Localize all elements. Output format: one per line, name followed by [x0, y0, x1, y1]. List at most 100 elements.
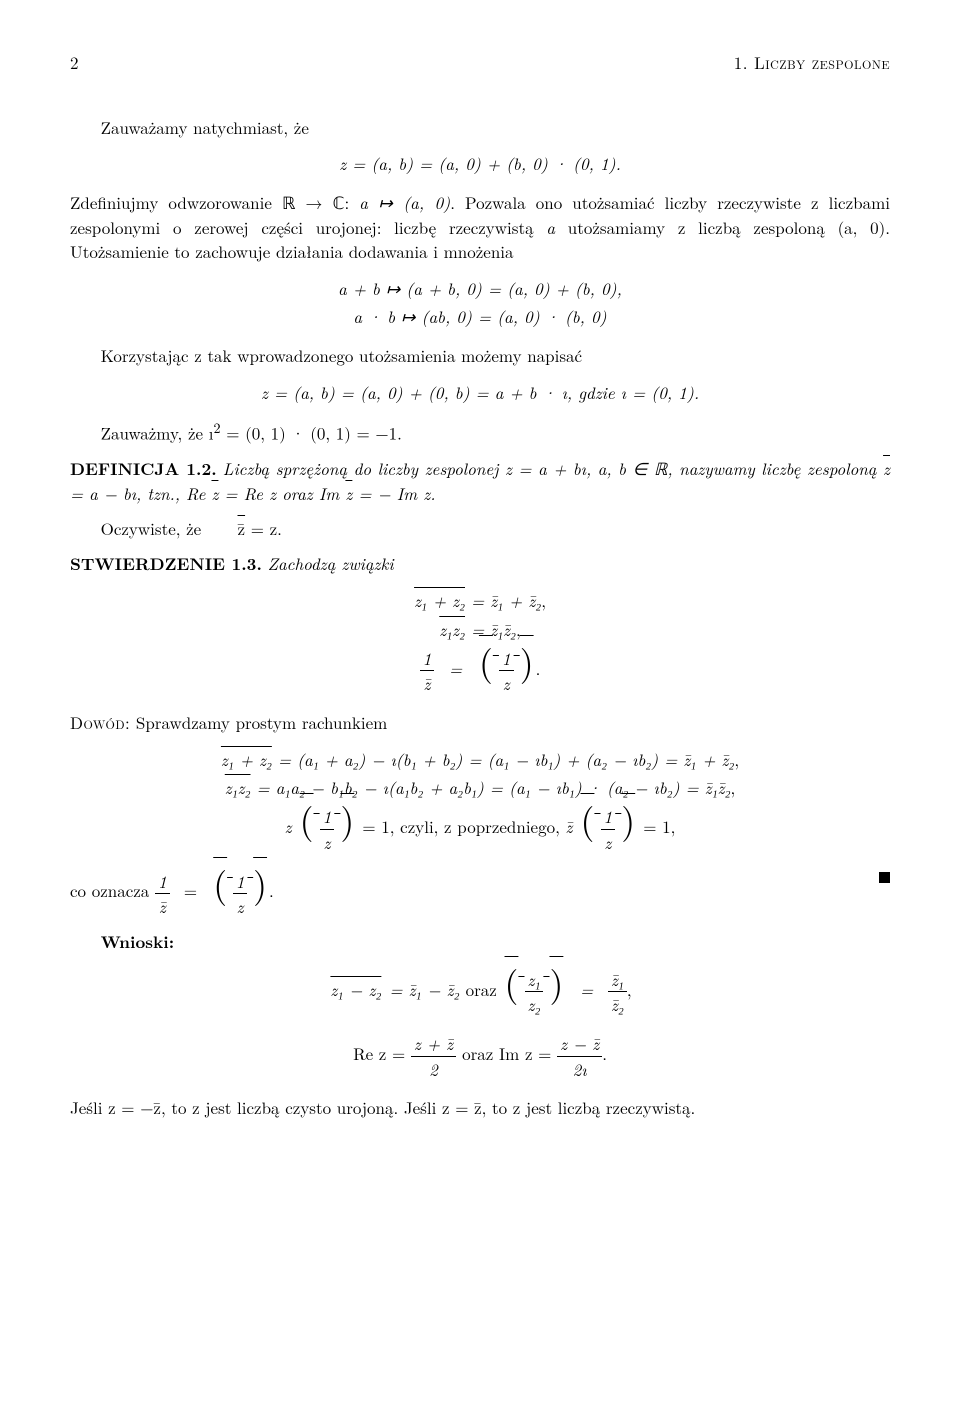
r1: z̄₁ — [683, 747, 696, 771]
mid: = (a₁ + a₂) − ı(b₁ + b₂) = (a₁ − ıb₁) + … — [272, 747, 684, 771]
num: z + z̄ — [411, 1031, 456, 1056]
dowod-text: Sprawdzamy prostym rachunkiem — [130, 710, 387, 734]
eq-1: z = (a, b) = (a, 0) + (b, 0) · (0, 1). — [70, 151, 890, 176]
def-text-a: Liczbą sprzężoną do liczby zespolonej z … — [223, 456, 883, 480]
r1: z̄₁ — [705, 775, 718, 799]
final-para: Jeśli z = −z̄, to z jest liczbą czysto u… — [70, 1095, 890, 1120]
zbar: z — [883, 456, 890, 481]
def-text-b: = a − bı, tzn., Re — [70, 481, 211, 505]
num: z − z̄ — [557, 1031, 602, 1056]
para-5: Oczywiste, że z̄ = z. — [70, 516, 890, 541]
eq-2: a + b ↦ (a + b, 0) = (a, 0) + (b, 0), a … — [70, 276, 890, 329]
lhs: z₁z₂ — [225, 775, 251, 800]
proof-head: Dowód: Sprawdzamy prostym rachunkiem — [70, 710, 890, 735]
wnioski-label: Wnioski: — [70, 929, 890, 955]
page-number: 2 — [70, 50, 79, 75]
text: Zdefiniujmy odwzorowanie ℝ → ℂ: — [70, 190, 359, 214]
r1: z̄₁ — [490, 588, 503, 612]
num: 1 — [320, 804, 335, 829]
text: = (0, 1) · (0, 1) = −1. — [221, 421, 402, 445]
final-text: Jeśli z = −z̄, to z jest liczbą czysto u… — [70, 1095, 695, 1119]
comma: , — [734, 747, 739, 771]
den: z — [601, 829, 616, 855]
text: Oczywiste, że — [101, 516, 207, 540]
para-3: Korzystając z tak wprowadzonego utożsami… — [70, 343, 890, 368]
text: Zauważmy, że ı — [101, 421, 214, 445]
eq-2a: a + b ↦ (a + b, 0) = (a, 0) + (b, 0), — [70, 276, 890, 301]
den: z — [320, 829, 335, 855]
var-a: a — [546, 215, 555, 239]
wnioski-eq2: Re z = z + z̄2 oraz Im z = z − z̄2ı. — [70, 1031, 890, 1081]
end: = 1, — [643, 814, 675, 838]
co-oznacza: co oznacza — [70, 878, 155, 902]
definition: DEFINICJA 1.2. Liczbą sprzężoną do liczb… — [70, 456, 890, 506]
wnioski-eq1: z₁ − z₂ = z̄₁ − z̄₂ oraz ( z₁z₂ ) = z̄₁z… — [70, 967, 890, 1017]
zbar: z̄ — [565, 814, 572, 838]
para-1: Zauważamy natychmiast, że — [70, 115, 890, 140]
mid: = 1, czyli, z poprzedniego, — [362, 814, 565, 838]
num: 1 — [233, 869, 248, 894]
oraz: oraz — [462, 1041, 499, 1065]
wnioski: Wnioski: — [101, 930, 175, 954]
lhs: z₁ + z₂ — [221, 747, 272, 772]
comma: , — [731, 775, 736, 799]
den: z̄ — [420, 670, 435, 696]
r2: z̄₂ — [718, 775, 731, 799]
rel-sum: z₁ + z₂ = z̄₁ + z̄₂, — [70, 588, 890, 613]
den: 2 — [411, 1056, 456, 1082]
num: z̄₁ — [608, 967, 627, 992]
dowod-label: Dowód: — [70, 710, 130, 734]
r2: z̄₂ — [528, 588, 541, 612]
map: a ↦ (a, 0) — [359, 190, 450, 214]
rez: Re z = — [353, 1041, 411, 1065]
para-4: Zauważmy, że ı2 = (0, 1) · (0, 1) = −1. — [70, 418, 890, 445]
num: z₁ — [525, 967, 544, 992]
den: z̄₂ — [608, 991, 627, 1017]
num: 1 — [420, 646, 435, 671]
proof-lines: z₁ + z₂ = (a₁ + a₂) − ı(b₁ + b₂) = (a₁ −… — [70, 747, 890, 855]
co-oznacza-line: co oznacza 1z̄ = ( 1z ) . — [70, 868, 890, 918]
r1: z̄₁ — [409, 977, 422, 1001]
text: = z. — [245, 516, 282, 540]
qed-box — [879, 872, 890, 883]
eq-3: z = (a, b) = (a, 0) + (0, b) = a + b · ı… — [70, 380, 890, 405]
stw-label: STWIERDZENIE 1.3. — [70, 552, 262, 576]
proof-inv: z ( 1z ) = 1, czyli, z poprzedniego, z̄ … — [70, 804, 890, 854]
oraz: oraz — [466, 977, 503, 1001]
lhs: z₁ + z₂ — [414, 588, 465, 613]
chapter-title: 1. Liczby zespolone — [734, 50, 890, 75]
comma: , — [541, 588, 546, 612]
proof-sum: z₁ + z₂ = (a₁ + a₂) − ı(b₁ + b₂) = (a₁ −… — [70, 747, 890, 772]
dot: . — [602, 1041, 607, 1065]
num: 1 — [155, 869, 170, 894]
stw-text: Zachodzą związki — [268, 551, 394, 575]
comma: , — [627, 977, 632, 1001]
imz: Im z = — [499, 1041, 557, 1065]
def-text-d: = − Im z. — [352, 481, 435, 505]
den: z̄ — [155, 893, 170, 919]
r2: z̄₂ — [721, 747, 734, 771]
r2: z̄₂ — [447, 977, 460, 1001]
eq-2b: a · b ↦ (ab, 0) = (a, 0) · (b, 0) — [70, 304, 890, 329]
den: 2ı — [557, 1056, 602, 1082]
rel-inv: 1z̄ = ( 1z ) . — [70, 646, 890, 696]
num: 1 — [601, 804, 616, 829]
sup-2: 2 — [213, 418, 220, 438]
eq-relations: z₁ + z₂ = z̄₁ + z̄₂, z₁z₂ = z̄₁z̄₂, 1z̄ … — [70, 588, 890, 696]
dot: . — [536, 656, 541, 680]
den: z₂ — [525, 991, 544, 1017]
num: 1 — [499, 646, 514, 671]
def-text-c: = Re z oraz Im — [218, 481, 345, 505]
dot: . — [269, 878, 274, 902]
statement: STWIERDZENIE 1.3. Zachodzą związki — [70, 551, 890, 577]
den: z — [233, 893, 248, 919]
mid: = a₁a₂ − b₁b₂ − ı(a₁b₂ + a₂b₁) = (a₁ − ı… — [251, 775, 705, 799]
lhs: z₁z₂ — [439, 617, 465, 642]
r2: z̄₂ — [503, 617, 516, 641]
def-label: DEFINICJA 1.2. — [70, 457, 217, 481]
page-header: 2 1. Liczby zespolone — [70, 50, 890, 75]
zdoublebar: z̄ — [207, 516, 245, 541]
proof-prod: z₁z₂ = a₁a₂ − b₁b₂ − ı(a₁b₂ + a₂b₁) = (a… — [70, 775, 890, 800]
para-2: Zdefiniujmy odwzorowanie ℝ → ℂ: a ↦ (a, … — [70, 190, 890, 264]
den: z — [499, 670, 514, 696]
